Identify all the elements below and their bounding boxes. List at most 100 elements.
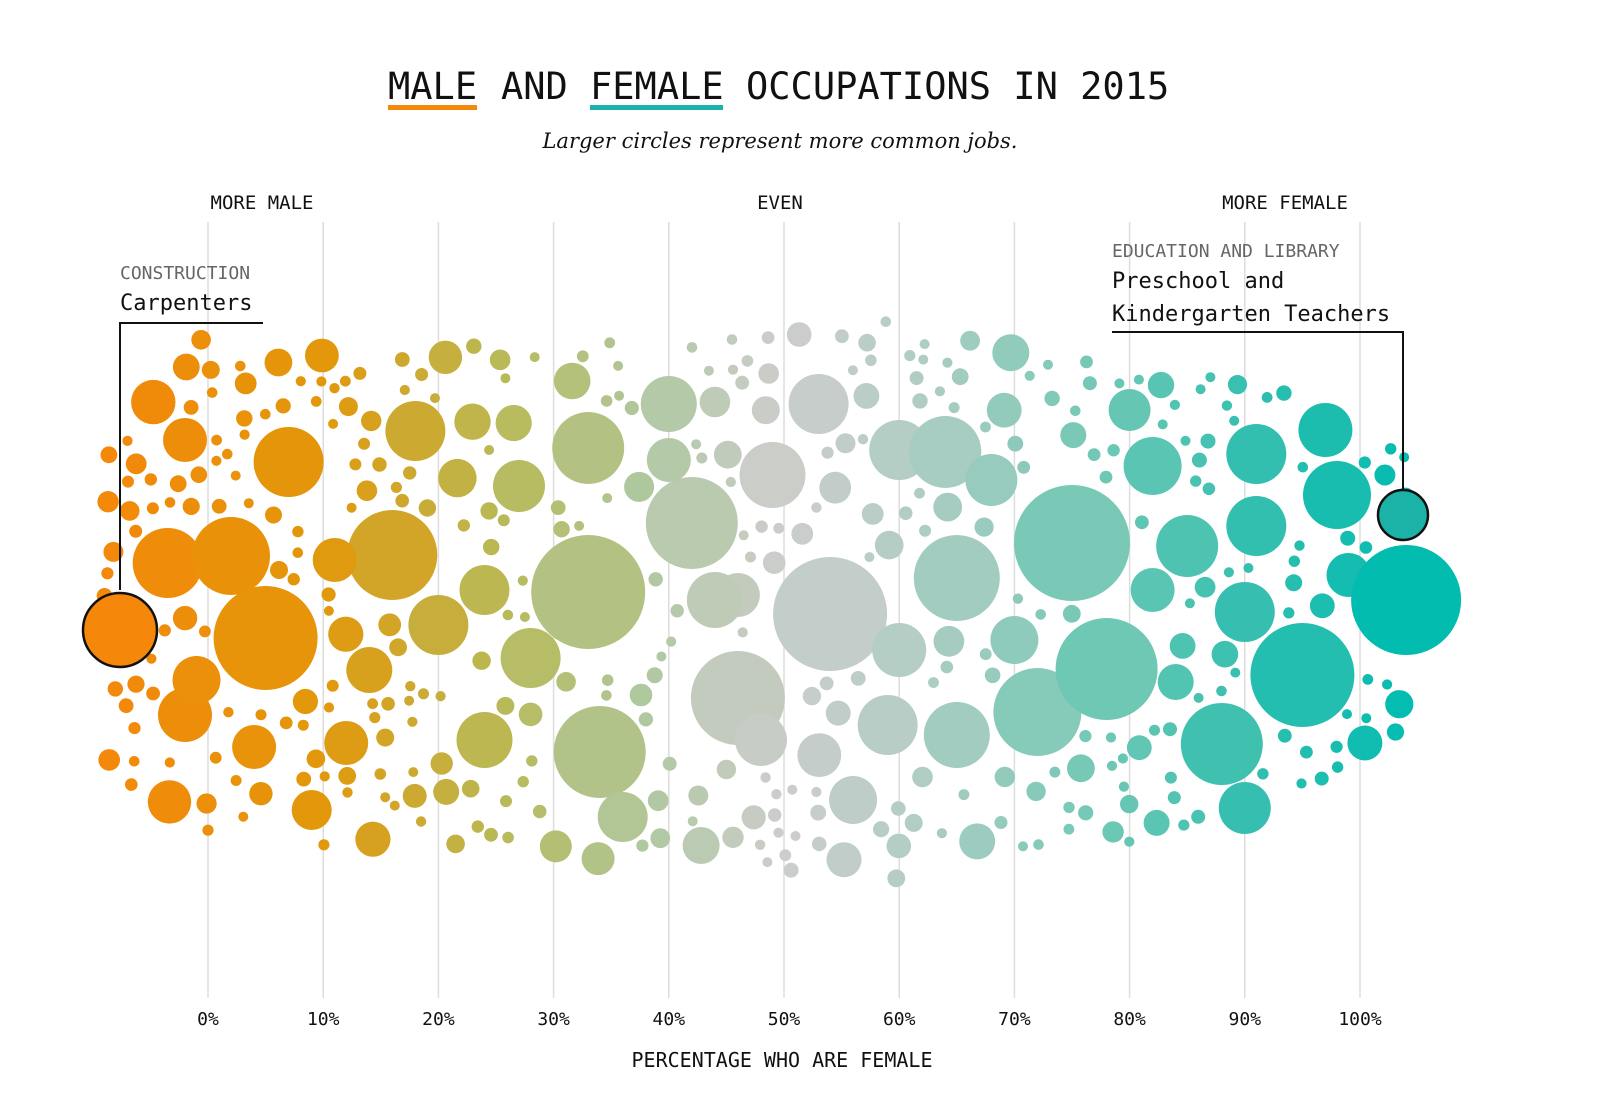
occupation-bubble bbox=[466, 338, 482, 354]
occupation-bubble bbox=[287, 573, 300, 586]
occupation-bubble bbox=[873, 821, 890, 838]
bubbles bbox=[96, 316, 1462, 888]
occupation-bubble bbox=[886, 833, 912, 859]
occupation-bubble bbox=[699, 386, 731, 418]
occupation-bubble bbox=[122, 475, 134, 488]
occupation-bubble bbox=[1143, 809, 1170, 836]
occupation-bubble bbox=[255, 709, 267, 721]
occupation-bubble bbox=[127, 675, 145, 693]
occupation-bubble bbox=[489, 349, 511, 371]
occupation-bubble bbox=[787, 784, 798, 795]
occupation-bubble bbox=[249, 782, 273, 806]
occupation-bubble bbox=[1126, 735, 1152, 761]
occupation-bubble bbox=[703, 365, 714, 376]
occupation-bubble bbox=[751, 396, 780, 425]
occupation-bubble bbox=[144, 473, 157, 486]
occupation-bubble bbox=[361, 410, 382, 432]
occupation-bubble bbox=[389, 800, 400, 811]
occupation-bubble bbox=[454, 403, 491, 440]
occupation-bubble bbox=[275, 398, 291, 414]
occupation-bubble bbox=[912, 766, 933, 788]
annotation-carpenters-label: Carpenters bbox=[120, 291, 252, 316]
occupation-bubble bbox=[984, 667, 1001, 684]
occupation-bubble bbox=[1114, 378, 1125, 389]
occupation-bubble bbox=[1087, 448, 1101, 461]
occupation-bubble bbox=[395, 493, 410, 508]
occupation-bubble bbox=[128, 756, 140, 767]
occupation-bubble bbox=[1214, 582, 1275, 642]
occupation-bubble bbox=[519, 612, 530, 622]
occupation-bubble bbox=[686, 342, 698, 353]
occupation-bubble bbox=[338, 767, 357, 785]
occupation-bubble bbox=[340, 375, 351, 387]
occupation-bubble bbox=[459, 565, 510, 615]
occupation-bubble bbox=[786, 322, 812, 347]
title-word-male: MALE bbox=[388, 65, 477, 108]
occupation-bubble bbox=[1359, 541, 1373, 554]
occupation-bubble bbox=[230, 470, 241, 481]
occupation-bubble bbox=[790, 831, 801, 841]
occupation-bubble bbox=[835, 433, 856, 454]
occupation-bubble bbox=[1067, 754, 1095, 783]
occupation-bubble bbox=[979, 648, 992, 661]
occupation-bubble bbox=[958, 789, 970, 801]
occupation-bubble bbox=[933, 625, 965, 657]
occupation-bubble bbox=[1195, 384, 1206, 395]
occupation-bubble bbox=[497, 514, 510, 527]
occupation-bubble bbox=[1314, 771, 1329, 786]
occupation-bubble bbox=[726, 334, 738, 345]
occupation-bubble bbox=[1223, 567, 1234, 578]
occupation-bubble bbox=[169, 475, 187, 493]
occupation-bubble bbox=[1351, 545, 1462, 655]
occupation-bubble bbox=[500, 795, 512, 808]
occupation-bubble bbox=[713, 440, 742, 469]
occupation-bubble bbox=[909, 371, 924, 386]
occupation-bubble bbox=[1216, 685, 1227, 697]
occupation-bubble bbox=[232, 725, 277, 769]
occupation-bubble bbox=[472, 651, 491, 670]
occupation-bubble bbox=[960, 330, 980, 351]
occupation-bubble bbox=[408, 767, 419, 778]
occupation-bubble bbox=[132, 528, 203, 598]
occupation-bubble bbox=[601, 690, 612, 701]
occupation-bubble bbox=[1014, 485, 1130, 601]
occupation-bubble bbox=[265, 506, 282, 524]
occupation-bubble bbox=[128, 722, 141, 735]
occupation-bubble bbox=[172, 656, 221, 704]
x-tick-label: 50% bbox=[768, 1009, 801, 1030]
occupation-bubble bbox=[1221, 400, 1233, 411]
occupation-bubble bbox=[355, 821, 391, 857]
chart-subtitle: Larger circles represent more common job… bbox=[541, 129, 1017, 153]
occupation-bubble bbox=[1178, 819, 1190, 831]
occupation-bubble bbox=[1193, 692, 1204, 703]
occupation-bubble bbox=[948, 402, 960, 414]
highlight-bubble-carpenters bbox=[81, 591, 159, 669]
occupation-bubble bbox=[1167, 791, 1181, 805]
occupation-bubble bbox=[500, 373, 511, 384]
occupation-bubble bbox=[192, 517, 270, 595]
occupation-bubble bbox=[1164, 771, 1177, 784]
occupation-bubble bbox=[1102, 821, 1124, 843]
occupation-bubble bbox=[923, 702, 990, 768]
occupation-bubble bbox=[209, 751, 222, 764]
occupation-bubble bbox=[310, 396, 322, 407]
occupation-bubble bbox=[601, 674, 614, 686]
occupation-bubble bbox=[992, 334, 1030, 372]
occupation-bubble bbox=[919, 524, 932, 537]
occupation-bubble bbox=[761, 331, 775, 344]
occupation-bubble bbox=[438, 458, 477, 498]
occupation-bubble bbox=[1063, 823, 1075, 835]
occupation-bubble bbox=[213, 586, 318, 690]
occupation-bubble bbox=[773, 557, 888, 671]
occupation-bubble bbox=[356, 480, 378, 502]
x-tick-labels: 0% 10% 20% 30% 40% 50% 60% 70% 80% 90% 100% bbox=[197, 1009, 1382, 1030]
occupation-bubble bbox=[435, 691, 446, 702]
occupation-bubble bbox=[965, 454, 1018, 506]
occupation-bubble bbox=[146, 686, 161, 701]
occupation-bubble bbox=[98, 749, 120, 771]
occupation-bubble bbox=[164, 757, 175, 768]
occupation-bubble bbox=[119, 501, 140, 521]
occupation-bubble bbox=[1190, 475, 1202, 487]
occupation-bubble bbox=[687, 816, 698, 827]
x-tick-label: 90% bbox=[1229, 1009, 1262, 1030]
